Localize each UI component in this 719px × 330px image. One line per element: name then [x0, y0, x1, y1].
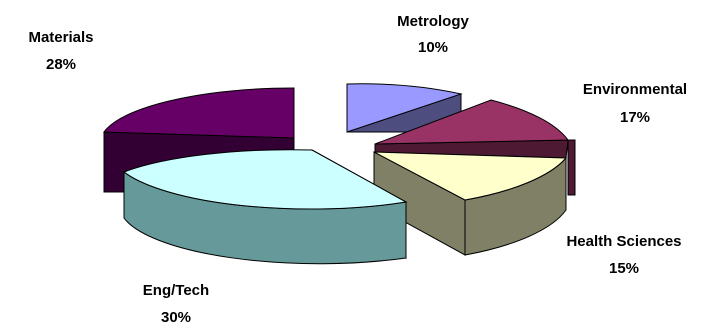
label-health-sciences-name: Health Sciences [566, 233, 681, 250]
label-metrology: Metrology 10% [397, 13, 469, 56]
slice-environmental-top [374, 99, 569, 145]
label-eng-tech-value: 30% [161, 309, 191, 326]
label-materials-value: 28% [46, 56, 76, 73]
slice-materials-top [103, 87, 295, 139]
slice-eng-tech [122, 149, 408, 265]
slice-metrology-top [346, 83, 463, 133]
label-metrology-name: Metrology [397, 13, 469, 30]
slice-metrology [346, 83, 463, 133]
slice-environmental-front [567, 139, 576, 196]
label-environmental-value: 17% [620, 109, 650, 126]
label-metrology-value: 10% [418, 39, 448, 56]
slice-health-sciences-top [373, 151, 568, 201]
label-health-sciences: Health Sciences 15% [566, 233, 681, 277]
label-environmental-name: Environmental [583, 81, 687, 98]
label-environmental: Environmental 17% [583, 81, 687, 126]
label-health-sciences-value: 15% [609, 260, 639, 277]
label-eng-tech-name: Eng/Tech [143, 282, 209, 299]
slice-eng-tech-top [122, 149, 408, 210]
label-materials: Materials 28% [28, 29, 93, 73]
label-eng-tech: Eng/Tech 30% [143, 282, 209, 326]
label-materials-name: Materials [28, 29, 93, 46]
